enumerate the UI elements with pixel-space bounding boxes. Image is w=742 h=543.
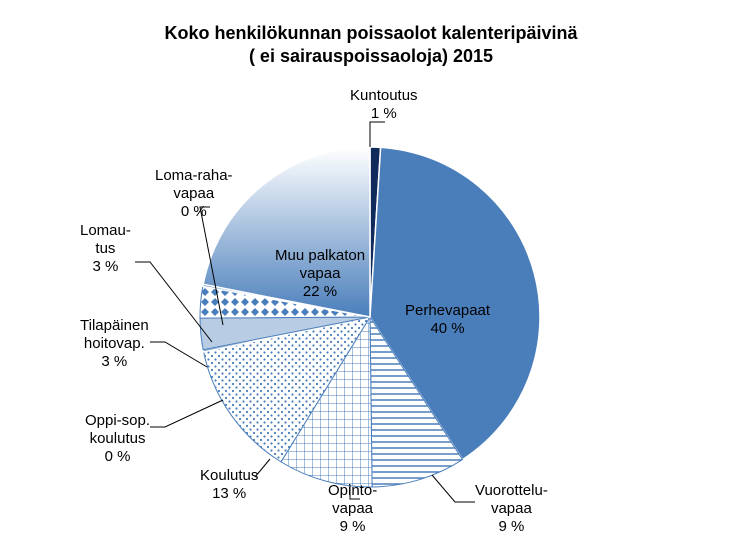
chart-title-line2: ( ei sairauspoissaoloja) 2015: [249, 46, 493, 66]
slice-label-line: koulutus: [90, 430, 146, 447]
slice-label-line: hoitovap.: [84, 335, 145, 352]
slice-label: Kuntoutus1 %: [350, 87, 418, 123]
slice-label-line: 0 %: [105, 448, 131, 465]
slice-label: Oppi-sop.koulutus0 %: [85, 412, 150, 466]
slice-label-line: 9 %: [498, 518, 524, 535]
slice-label-line: 13 %: [212, 485, 246, 502]
slice-label-line: Muu palkaton: [275, 247, 365, 264]
chart-title-line1: Koko henkilökunnan poissaolot kalenterip…: [164, 23, 577, 43]
leader-line: [150, 342, 207, 367]
slice-label-line: Lomau-: [80, 222, 131, 239]
leader-line: [370, 122, 385, 147]
slice-label-line: Vuorottelu-: [475, 482, 548, 499]
slice-label-line: vapaa: [332, 500, 373, 517]
slice-label-line: vapaa: [491, 500, 532, 517]
slice-label-line: Tilapäinen: [80, 317, 149, 334]
pie-chart: Kuntoutus1 % Perhevapaat40 % Vuorottelu-va…: [0, 67, 742, 543]
slice-label-line: vapaa: [300, 265, 341, 282]
slice-label: Lomau-tus3 %: [80, 222, 131, 276]
slice-label-line: 9 %: [340, 518, 366, 535]
slice-label: Vuorottelu-vapaa9 %: [475, 482, 548, 536]
slice-label: Loma-raha-vapaa0 %: [155, 167, 233, 221]
slice-label: Muu palkatonvapaa22 %: [275, 247, 365, 301]
slice-label-line: 1 %: [371, 105, 397, 122]
slice-label-line: Loma-raha-: [155, 167, 233, 184]
slice-label-line: 3 %: [93, 258, 119, 275]
slice-label-line: tus: [95, 240, 115, 257]
slice-label: Opinto-vapaa9 %: [328, 482, 377, 536]
slice-label: Tilapäinenhoitovap.3 %: [80, 317, 149, 371]
slice-label: Perhevapaat40 %: [405, 302, 490, 338]
slice-label-line: 3 %: [101, 353, 127, 370]
leader-line: [432, 475, 475, 502]
slice-label-line: Perhevapaat: [405, 302, 490, 319]
slice-label-line: Opinto-: [328, 482, 377, 499]
slice-label-line: 22 %: [303, 283, 337, 300]
slice-label-line: 0 %: [181, 203, 207, 220]
slice-label: Koulutus13 %: [200, 467, 258, 503]
slice-label-line: Koulutus: [200, 467, 258, 484]
slice-label-line: 40 %: [430, 320, 464, 337]
slice-label-line: Kuntoutus: [350, 87, 418, 104]
slice-label-line: Oppi-sop.: [85, 412, 150, 429]
slice-label-line: vapaa: [173, 185, 214, 202]
pie-svg: [0, 67, 742, 543]
leader-line: [150, 400, 223, 427]
